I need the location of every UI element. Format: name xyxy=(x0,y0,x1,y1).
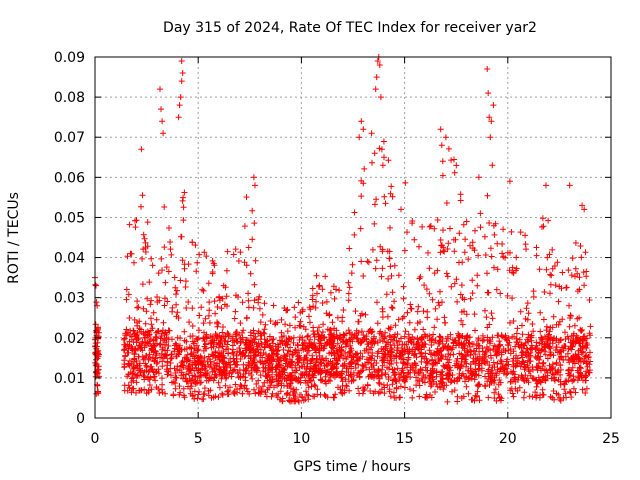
chart-title: Day 315 of 2024, Rate Of TEC Index for r… xyxy=(163,20,537,36)
y-tick-labels: 0 0.01 0.02 0.03 0.04 0.05 0.06 0.07 0.08 0.09 xyxy=(54,50,85,427)
plot-frame xyxy=(94,56,612,419)
x-tick-label: 10 xyxy=(292,431,310,447)
y-tick-label: 0.03 xyxy=(54,291,85,307)
data-points xyxy=(92,54,594,405)
y-tick-label: 0.02 xyxy=(54,331,85,347)
x-tick-label: 5 xyxy=(194,431,203,447)
y-tick-label: 0.07 xyxy=(54,130,85,146)
x-tick-label: 25 xyxy=(602,431,620,447)
x-tick-labels: 0 5 10 15 20 25 xyxy=(91,431,620,447)
y-axis-label: ROTI / TECUs xyxy=(6,192,22,284)
y-tick-label: 0.09 xyxy=(54,50,85,66)
x-tick-label: 0 xyxy=(91,431,100,447)
y-tick-label: 0.04 xyxy=(54,251,85,267)
x-axis-label: GPS time / hours xyxy=(293,459,410,475)
y-tick-label: 0.06 xyxy=(54,170,85,186)
y-tick-label: 0.05 xyxy=(54,210,85,226)
x-tick-label: 15 xyxy=(396,431,414,447)
y-tick-label: 0.08 xyxy=(54,90,85,106)
y-tick-label: 0.01 xyxy=(54,371,85,387)
y-tick-label: 0 xyxy=(76,411,85,427)
x-tick-label: 20 xyxy=(499,431,517,447)
scatter-points xyxy=(92,54,594,405)
